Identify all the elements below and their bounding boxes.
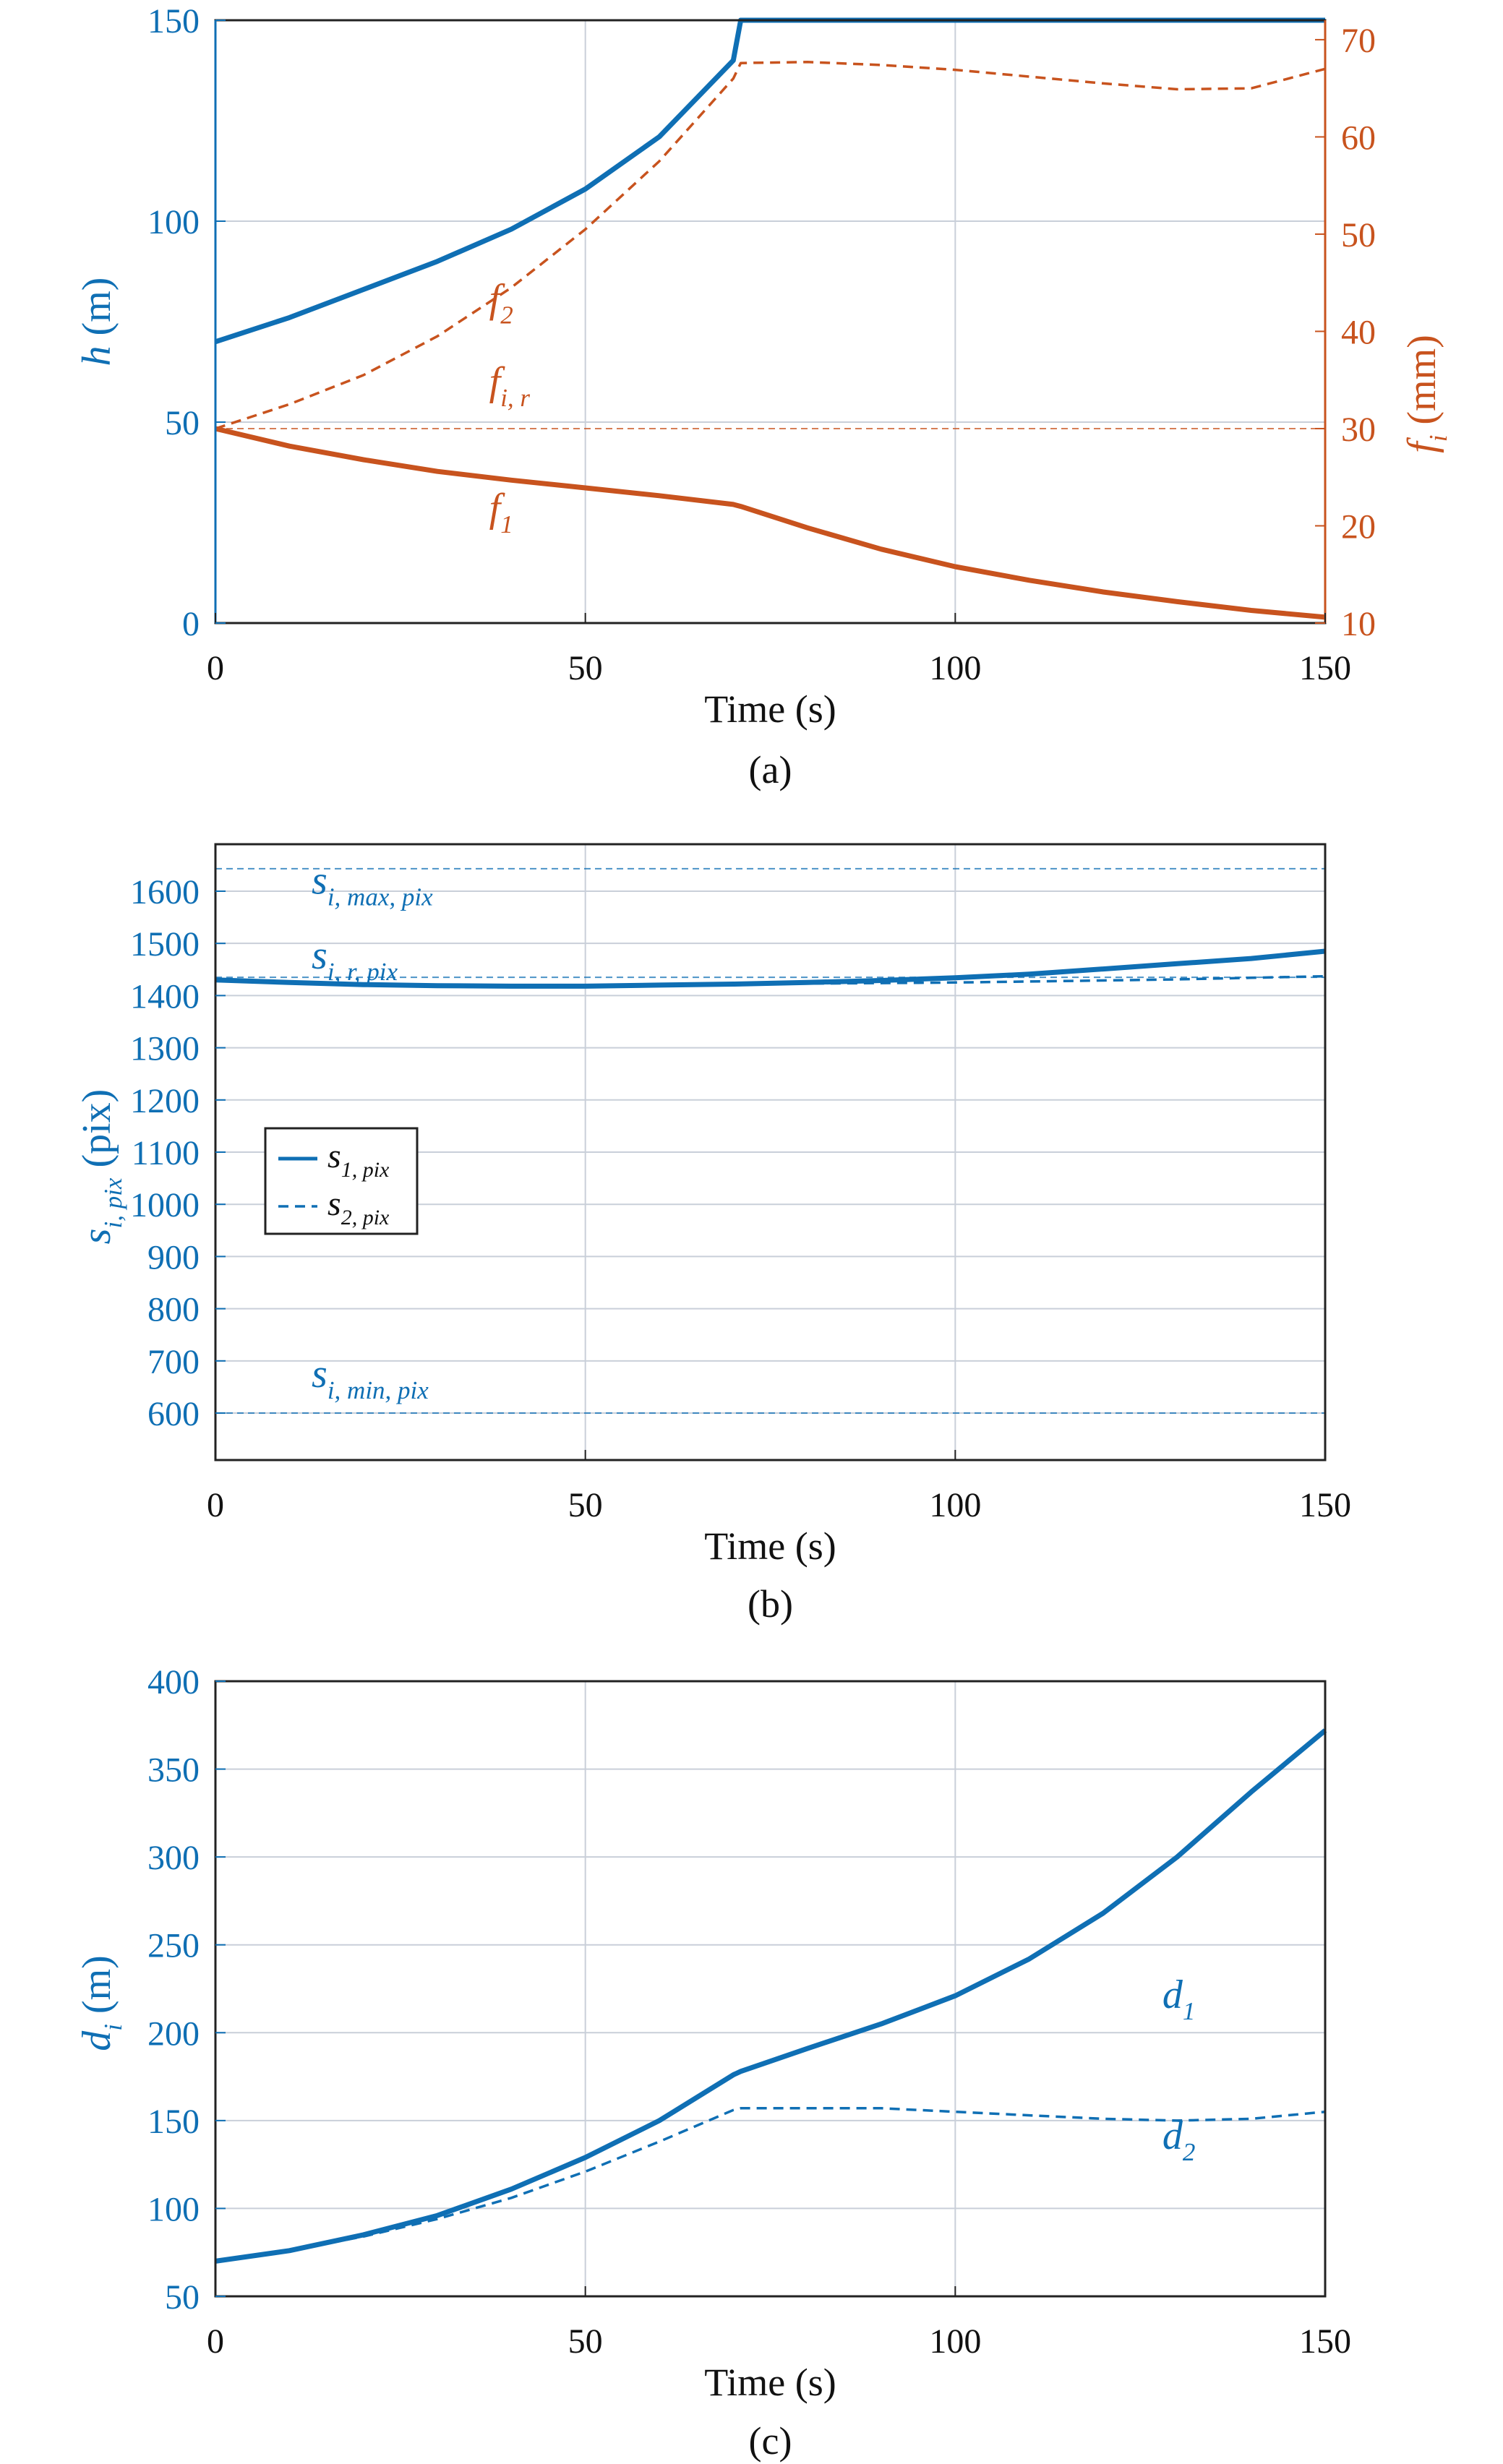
y-tick-label: 1100: [132, 1134, 200, 1172]
panel-caption: (c): [749, 2419, 792, 2463]
panel-caption: (a): [749, 748, 792, 791]
y-tick-label: 300: [147, 1839, 200, 1877]
y-right-tick-label: 50: [1341, 216, 1376, 254]
y-right-tick-label: 70: [1341, 22, 1376, 60]
y-tick-label: 100: [147, 203, 200, 241]
x-tick-label: 0: [207, 2322, 224, 2361]
x-axis-label: Time (s): [704, 2361, 836, 2404]
y-axis-label: h (m): [74, 278, 119, 366]
panel-caption: (b): [748, 1582, 793, 1626]
x-tick-label: 50: [568, 2322, 603, 2361]
x-tick-label: 50: [568, 649, 603, 687]
legend-label-1: s1, pix: [327, 1137, 390, 1182]
y-axis-label: di (m): [74, 1955, 127, 2051]
legend-label-2: s2, pix: [327, 1185, 390, 1229]
y-tick-label: 800: [147, 1291, 200, 1329]
series-line-1: [215, 1728, 1327, 2264]
y-tick-label: 1000: [130, 1186, 200, 1224]
series-annotation-1: si, max, pix: [312, 859, 433, 911]
series-line-3: [215, 426, 1326, 620]
series-line-2: [215, 61, 1326, 430]
y-axis-label: si, pix (pix): [74, 1089, 127, 1245]
series-annotation-3: si, min, pix: [312, 1352, 429, 1404]
chart-panel-a: 0 50 100 150 Time (s) 0 50 100 150 10 20 30 40 50 60 70…: [74, 2, 1452, 791]
y-tick-label: 250: [147, 1927, 200, 1965]
y-tick-label: 50: [165, 404, 200, 442]
y-right-tick-label: 30: [1341, 411, 1376, 449]
series-annotation-2: fi, r: [489, 359, 531, 412]
x-tick-label: 100: [929, 2322, 981, 2361]
y-right-tick-label: 40: [1341, 313, 1376, 351]
y-right-axis-label: fi (mm): [1400, 335, 1452, 453]
y-tick-label: 1300: [130, 1030, 200, 1068]
series-annotation-2: si, r, pix: [312, 933, 398, 986]
series-annotation-1: f2: [489, 277, 513, 330]
y-right-tick-label: 10: [1341, 605, 1376, 643]
y-right-tick-label: 20: [1341, 507, 1376, 546]
x-tick-label: 100: [929, 649, 981, 687]
x-tick-label: 150: [1299, 2322, 1351, 2361]
x-tick-label: 150: [1299, 1486, 1351, 1524]
y-tick-label: 1500: [130, 925, 200, 963]
y-tick-label: 350: [147, 1751, 200, 1790]
y-tick-label: 1400: [130, 977, 200, 1016]
series-annotation-1: d1: [1162, 1973, 1196, 2025]
y-tick-label: 1600: [130, 873, 200, 911]
y-tick-label: 600: [147, 1395, 200, 1433]
series-line-1: [214, 17, 1325, 345]
y-tick-label: 50: [165, 2278, 200, 2317]
y-tick-label: 100: [147, 2190, 200, 2228]
x-tick-label: 50: [568, 1486, 603, 1524]
x-axis-label: Time (s): [704, 1524, 836, 1568]
y-tick-label: 700: [147, 1343, 200, 1381]
y-tick-label: 200: [147, 2014, 200, 2053]
y-tick-label: 400: [147, 1663, 200, 1701]
series-line-2: [215, 2107, 1326, 2263]
chart-panel-b: 0 50 100 150 Time (s) 600 700 800 900 1000 1100 120…: [74, 843, 1351, 1626]
series-annotation-2: d2: [1162, 2113, 1196, 2166]
legend-box: [264, 1127, 419, 1235]
series-annotation-3: f1: [489, 486, 513, 538]
x-tick-label: 100: [929, 1486, 981, 1524]
plot-frame: [214, 19, 1327, 624]
y-tick-label: 1200: [130, 1082, 200, 1120]
x-axis-label: Time (s): [704, 687, 836, 731]
y-right-tick-label: 60: [1341, 119, 1376, 157]
plot-frame: [214, 1680, 1327, 2298]
y-tick-label: 900: [147, 1238, 200, 1276]
y-tick-label: 150: [147, 2103, 200, 2141]
series-line-2: [215, 974, 1326, 988]
x-tick-label: 0: [207, 649, 224, 687]
y-tick-label: 0: [182, 605, 200, 643]
x-tick-label: 0: [207, 1486, 224, 1524]
y-tick-label: 150: [147, 2, 200, 40]
x-tick-label: 150: [1299, 649, 1351, 687]
